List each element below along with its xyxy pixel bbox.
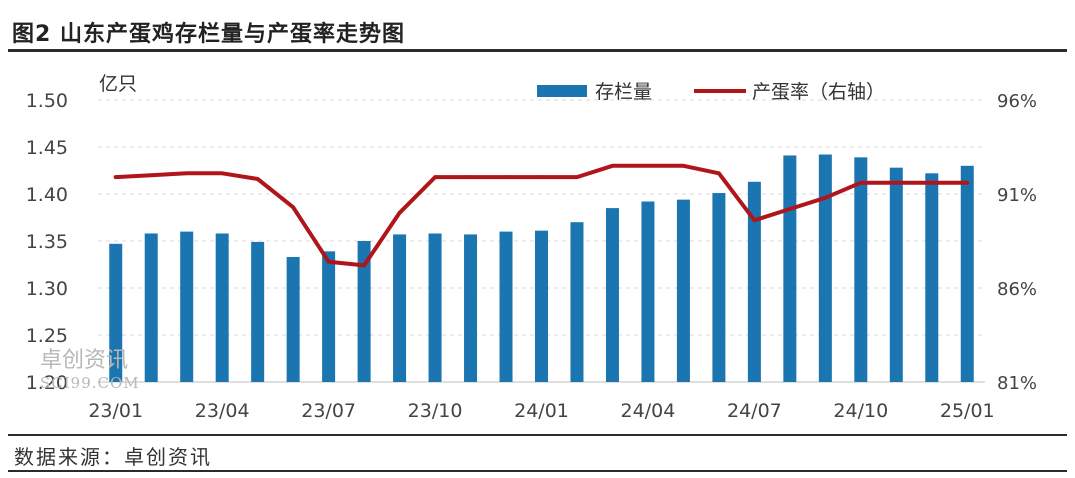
legend-bar-swatch bbox=[537, 85, 587, 97]
bar bbox=[180, 231, 194, 382]
x-tick-label: 25/01 bbox=[940, 400, 995, 422]
line-point bbox=[681, 164, 686, 168]
line-series bbox=[113, 163, 970, 268]
bar bbox=[215, 233, 229, 382]
bar bbox=[393, 234, 407, 382]
chart-title: 图2 山东产蛋鸡存栏量与产蛋率走势图 bbox=[12, 22, 405, 47]
y-left-tick-label: 1.35 bbox=[26, 231, 68, 253]
bar bbox=[889, 167, 903, 382]
bar bbox=[322, 251, 336, 382]
bar bbox=[712, 193, 726, 382]
y-left-tick-label: 1.25 bbox=[26, 325, 68, 347]
line-point bbox=[255, 177, 260, 181]
bar bbox=[357, 241, 371, 382]
title-rule bbox=[8, 49, 1067, 52]
x-tick-label: 24/07 bbox=[727, 400, 782, 422]
line-point bbox=[113, 175, 118, 179]
y-left-tick-label: 1.50 bbox=[26, 90, 68, 112]
line-point bbox=[575, 175, 579, 179]
y-right-tick-label: 96% bbox=[997, 91, 1037, 112]
x-tick-label: 23/04 bbox=[195, 400, 250, 422]
x-tick-label: 23/07 bbox=[301, 400, 356, 422]
y-axis-right: 81% 86% 91% 96% bbox=[997, 91, 1037, 394]
line-point bbox=[717, 171, 721, 176]
line-point bbox=[752, 218, 757, 223]
y-left-tick-label: 1.20 bbox=[26, 372, 68, 394]
bar bbox=[960, 165, 974, 382]
bar-series bbox=[109, 154, 974, 382]
bar bbox=[818, 154, 832, 382]
bar bbox=[535, 230, 548, 382]
legend-line-label: 产蛋率（右轴） bbox=[752, 81, 885, 103]
legend: 存栏量 产蛋率（右轴） bbox=[537, 81, 885, 103]
line-point bbox=[433, 175, 437, 179]
line-point bbox=[788, 207, 792, 211]
legend-bar-label: 存栏量 bbox=[595, 81, 652, 103]
y-axis-left: 1.20 1.25 1.30 1.35 1.40 1.45 1.50 bbox=[26, 90, 68, 394]
footer-rule-top bbox=[8, 434, 1067, 436]
watermark-logo: 卓创资讯 SCI99.COM bbox=[40, 350, 140, 394]
line-point bbox=[894, 180, 899, 185]
bar bbox=[464, 234, 478, 382]
line-point bbox=[291, 205, 295, 209]
bar bbox=[641, 201, 655, 382]
x-tick-label: 23/01 bbox=[88, 400, 143, 422]
bar bbox=[783, 155, 797, 382]
line-point bbox=[326, 259, 331, 264]
x-tick-label: 24/10 bbox=[833, 400, 888, 422]
line-point bbox=[149, 173, 154, 177]
bar bbox=[925, 173, 939, 382]
watermark-url: SCI99.COM bbox=[40, 374, 140, 392]
bar bbox=[428, 233, 442, 382]
bar bbox=[854, 157, 868, 382]
bar bbox=[570, 222, 584, 382]
y-left-tick-label: 1.30 bbox=[26, 278, 68, 300]
y-left-tick-label: 1.40 bbox=[26, 184, 68, 206]
line-point bbox=[397, 211, 402, 215]
bar bbox=[251, 241, 265, 382]
line-point bbox=[823, 195, 828, 200]
y-right-tick-label: 86% bbox=[997, 279, 1037, 300]
footer-rule-bottom bbox=[8, 470, 1067, 472]
line-point bbox=[504, 175, 508, 179]
x-tick-label: 24/04 bbox=[621, 400, 676, 422]
y-left-tick-label: 1.45 bbox=[26, 137, 68, 159]
line-point bbox=[646, 164, 650, 168]
line-point bbox=[965, 180, 970, 185]
y-axis-unit-label: 亿只 bbox=[99, 73, 137, 95]
bar bbox=[109, 243, 123, 382]
line-point bbox=[220, 171, 224, 176]
bar bbox=[499, 231, 513, 382]
line-point bbox=[468, 175, 473, 179]
y-right-tick-label: 81% bbox=[997, 373, 1037, 394]
bar bbox=[676, 199, 690, 382]
watermark-name: 卓创资讯 bbox=[40, 348, 129, 373]
bar bbox=[286, 256, 300, 382]
x-tick-label: 23/10 bbox=[408, 400, 463, 422]
data-source: 数据来源：卓创资讯 bbox=[14, 445, 212, 469]
line-point bbox=[539, 175, 544, 179]
line-point bbox=[362, 263, 366, 268]
x-axis: 23/01 23/04 23/07 23/10 24/01 24/04 24/07 24/10… bbox=[88, 400, 994, 422]
bar bbox=[605, 208, 619, 382]
line-point bbox=[610, 164, 615, 168]
bar bbox=[747, 181, 761, 382]
line-point bbox=[184, 171, 189, 176]
line-point bbox=[929, 180, 934, 185]
line-point bbox=[859, 180, 863, 185]
bar bbox=[144, 233, 158, 382]
x-tick-label: 24/01 bbox=[514, 400, 569, 422]
y-right-tick-label: 91% bbox=[997, 185, 1037, 206]
